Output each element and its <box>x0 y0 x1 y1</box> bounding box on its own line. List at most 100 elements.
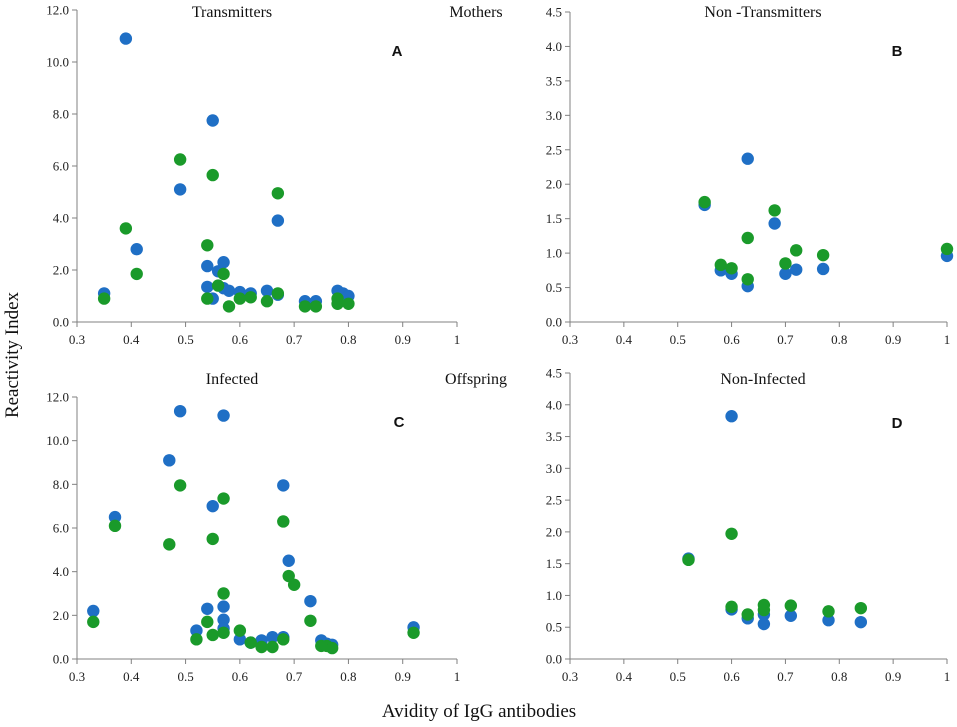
x-axis-label: Avidity of IgG antibodies <box>382 701 576 722</box>
x-tick-label: 0.5 <box>670 669 686 684</box>
x-tick-label: 1 <box>944 332 951 347</box>
panel-title: Infected <box>206 371 258 388</box>
data-point-green <box>854 601 868 615</box>
y-tick-label: 2.0 <box>546 524 562 539</box>
data-point-blue <box>163 454 176 467</box>
data-point-blue <box>201 259 214 273</box>
x-tick-label: 0.8 <box>340 332 356 347</box>
data-point-blue <box>119 32 133 45</box>
data-point-green <box>741 608 754 621</box>
data-point-green <box>260 295 274 308</box>
data-point-green <box>190 633 203 646</box>
x-tick-label: 1 <box>944 669 951 684</box>
y-tick-label: 6.0 <box>53 521 69 536</box>
x-tick-label: 0.8 <box>831 332 847 347</box>
data-point-green <box>206 532 219 546</box>
data-point-green <box>714 258 727 272</box>
x-tick-label: 1 <box>454 669 461 684</box>
data-point-blue <box>741 152 754 165</box>
y-tick-label: 3.0 <box>546 108 562 123</box>
data-point-green <box>277 515 290 528</box>
x-tick-label: 0.3 <box>69 669 85 684</box>
data-point-blue <box>784 609 798 622</box>
x-tick-label: 0.7 <box>777 332 794 347</box>
x-tick-label: 0.3 <box>562 332 578 347</box>
data-point-green <box>287 578 301 591</box>
data-point-green <box>304 614 317 627</box>
data-point-green <box>822 605 835 618</box>
data-point-green <box>201 292 214 305</box>
x-tick-label: 0.5 <box>177 332 193 347</box>
y-tick-label: 1.5 <box>546 211 562 226</box>
y-tick-label: 10.0 <box>46 55 69 70</box>
data-point-green <box>222 300 236 313</box>
y-tick-label: 3.5 <box>546 73 562 88</box>
data-point-green <box>940 242 954 256</box>
x-tick-label: 0.3 <box>69 332 85 347</box>
data-point-green <box>741 273 754 286</box>
x-tick-label: 0.4 <box>616 332 633 347</box>
y-tick-label: 0.0 <box>53 652 69 667</box>
chart-panel-c: 0.0 2.0 4.0 6.0 8.0 10.0 12.0 0.3 0.4 0.5 0.6 0.7 0.… <box>46 371 507 684</box>
data-point-blue <box>173 404 187 418</box>
data-point-green <box>108 519 122 533</box>
data-point-blue <box>725 410 738 423</box>
data-point-green <box>331 292 344 305</box>
y-tick-label: 3.0 <box>546 461 562 476</box>
x-tick-label: 0.7 <box>777 669 794 684</box>
x-tick-label: 0.6 <box>232 332 249 347</box>
data-point-green <box>266 640 279 654</box>
data-point-green <box>757 598 771 612</box>
y-tick-label: 2.0 <box>53 608 69 623</box>
data-point-green <box>698 195 711 209</box>
data-point-blue <box>130 243 143 256</box>
x-tick-label: 0.8 <box>831 669 847 684</box>
y-tick-label: 0.0 <box>546 315 562 330</box>
data-point-green <box>725 262 738 275</box>
y-tick-label: 0.0 <box>546 652 562 667</box>
data-point-blue <box>757 617 771 631</box>
data-point-green <box>325 641 339 655</box>
data-point-green <box>173 153 187 166</box>
y-tick-label: 1.5 <box>546 556 562 571</box>
data-point-blue <box>87 604 100 618</box>
y-tick-label: 0.5 <box>546 280 562 295</box>
y-tick-label: 4.5 <box>546 5 562 20</box>
x-tick-label: 0.4 <box>123 669 140 684</box>
y-tick-label: 0.0 <box>53 315 69 330</box>
data-point-green <box>206 168 219 182</box>
data-point-green <box>217 626 230 639</box>
x-tick-label: 0.3 <box>562 669 578 684</box>
panel-title: Transmitters <box>192 4 272 21</box>
x-tick-label: 0.5 <box>670 332 686 347</box>
x-tick-label: 0.6 <box>232 669 249 684</box>
panel-letter: D <box>892 415 903 432</box>
data-point-blue <box>790 263 803 276</box>
y-tick-label: 2.5 <box>546 493 562 508</box>
data-point-blue <box>201 602 214 615</box>
panel-subtitle: Offspring <box>445 371 507 388</box>
y-tick-label: 0.5 <box>546 620 562 635</box>
data-point-green <box>163 538 176 551</box>
data-point-blue <box>217 600 230 613</box>
data-point-green <box>87 615 100 629</box>
data-point-green <box>130 267 143 281</box>
data-point-blue <box>282 554 295 567</box>
data-point-green <box>255 640 268 654</box>
data-point-green <box>233 292 247 305</box>
x-tick-label: 0.6 <box>723 332 740 347</box>
x-tick-label: 0.5 <box>177 669 193 684</box>
data-point-green <box>173 479 187 492</box>
data-point-blue <box>822 614 835 627</box>
data-point-blue <box>854 615 868 629</box>
data-point-blue <box>768 217 781 230</box>
data-point-green <box>244 291 257 304</box>
x-tick-label: 0.4 <box>616 669 633 684</box>
data-point-green <box>790 244 803 257</box>
data-point-blue <box>173 183 187 196</box>
x-tick-label: 0.9 <box>885 669 901 684</box>
y-tick-label: 12.0 <box>46 3 69 18</box>
y-tick-label: 4.0 <box>546 39 562 54</box>
data-point-blue <box>260 284 274 297</box>
